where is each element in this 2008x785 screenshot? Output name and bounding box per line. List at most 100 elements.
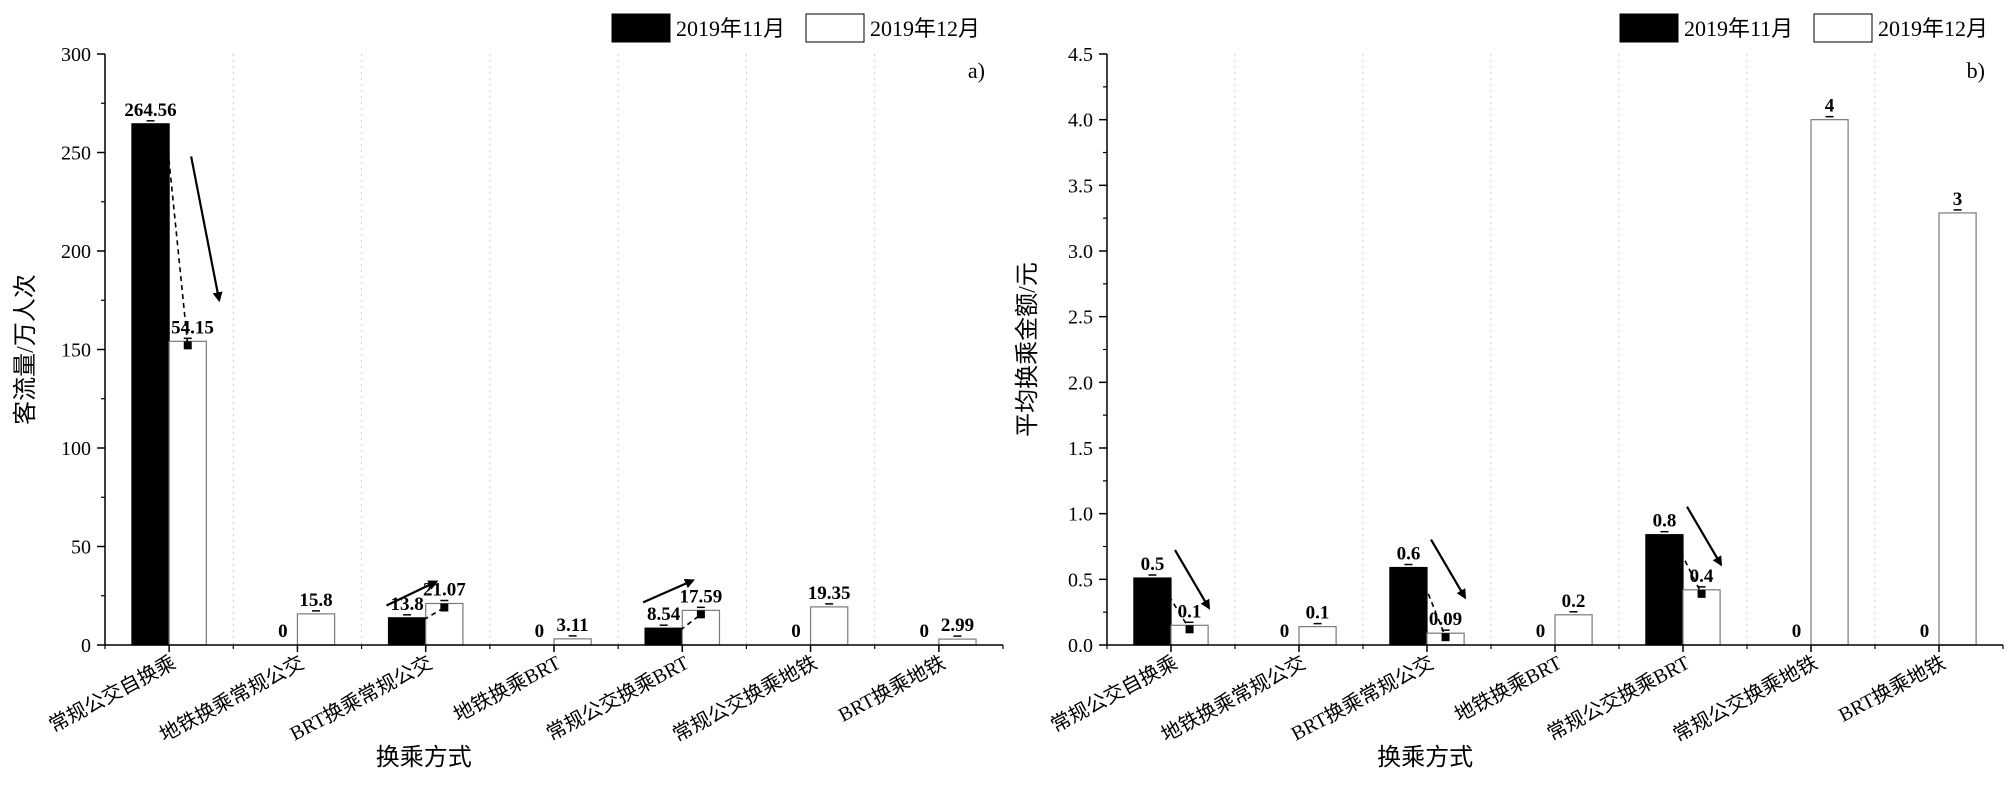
- data-label: 21.07: [423, 579, 466, 600]
- x-tick-label: 地铁换乘BRT: [1451, 651, 1566, 727]
- data-label: 17.59: [680, 586, 723, 607]
- data-label: 3: [1953, 189, 1963, 210]
- x-tick-label: 地铁换乘BRT: [450, 651, 565, 727]
- x-tick-label: 常规公交换乘地铁: [669, 651, 821, 746]
- legend-label: 2019年11月: [1684, 16, 1793, 41]
- data-label: 0.1: [1178, 601, 1202, 622]
- data-label: 0: [1280, 621, 1290, 642]
- bar: [644, 627, 683, 646]
- y-tick-label: 1.0: [1068, 504, 1093, 526]
- bar: [1133, 577, 1172, 646]
- panel-label: a): [968, 58, 985, 83]
- data-label: 0: [1536, 621, 1546, 642]
- bar: [1554, 614, 1593, 646]
- x-tick-label: 地铁换乘常规公交: [156, 651, 308, 746]
- y-tick-label: 250: [61, 143, 91, 165]
- x-tick-label: 常规公交换乘地铁: [1669, 651, 1821, 746]
- trend-marker: [183, 341, 192, 350]
- data-label: 8.54: [647, 604, 681, 625]
- legend-swatch-white: [805, 13, 865, 43]
- x-tick-label: 地铁换乘常规公交: [1157, 651, 1309, 746]
- x-tick-label: 常规公交换乘BRT: [1543, 651, 1693, 745]
- trend-arrow: [1686, 506, 1723, 567]
- y-tick-label: 1.5: [1068, 438, 1093, 460]
- trend-arrow: [386, 580, 439, 607]
- legend-label: 2019年12月: [1878, 16, 1988, 41]
- y-tick-label: 200: [61, 241, 91, 263]
- bar: [1298, 626, 1337, 646]
- y-tick-label: 150: [61, 340, 91, 362]
- y-tick-label: 0.0: [1068, 635, 1093, 657]
- bar: [1645, 534, 1684, 646]
- y-axis-title: 平均换乘金额/元: [1014, 262, 1041, 437]
- data-label: 0: [278, 621, 288, 642]
- bar: [809, 606, 849, 646]
- data-label: 4: [1825, 96, 1835, 117]
- trend-link: [1424, 585, 1447, 638]
- y-tick-label: 3.5: [1068, 175, 1093, 197]
- y-tick-label: 4.5: [1068, 44, 1093, 66]
- bar: [1389, 566, 1428, 646]
- data-label: 0.6: [1397, 544, 1421, 565]
- x-tick-label: BRT换乘地铁: [834, 651, 949, 727]
- bar: [296, 613, 336, 646]
- legend-label: 2019年12月: [870, 16, 980, 41]
- y-tick-label: 50: [71, 537, 91, 559]
- trend-arrow: [1174, 549, 1211, 610]
- data-label: 264.56: [124, 100, 176, 121]
- x-tick-label: BRT换乘常规公交: [286, 651, 436, 745]
- panel-label: b): [1967, 58, 1985, 83]
- data-label: 0: [535, 621, 545, 642]
- y-tick-label: 4.0: [1068, 110, 1093, 132]
- bar: [131, 123, 170, 646]
- trend-marker: [1697, 589, 1706, 598]
- data-label: 3.11: [556, 615, 588, 636]
- data-label: 0.5: [1141, 554, 1165, 575]
- data-label: 154.15: [162, 317, 214, 338]
- bar: [1810, 119, 1849, 646]
- y-tick-label: 2.0: [1068, 372, 1093, 394]
- trend-marker: [1185, 625, 1194, 634]
- legend-swatch-black: [611, 13, 671, 43]
- data-label: 2.99: [941, 615, 974, 636]
- bar: [1682, 589, 1721, 646]
- x-tick-label: BRT换乘地铁: [1835, 651, 1950, 727]
- data-label: 0.8: [1653, 511, 1677, 532]
- trend-arrow: [1430, 538, 1467, 600]
- trend-marker: [440, 603, 449, 612]
- bar: [1938, 212, 1977, 646]
- y-tick-label: 0.5: [1068, 569, 1093, 591]
- legend-swatch-black: [1619, 13, 1679, 43]
- bar: [387, 617, 427, 646]
- data-label: 0.1: [1306, 603, 1330, 624]
- data-label: 0.2: [1562, 591, 1586, 612]
- y-tick-label: 100: [61, 438, 91, 460]
- bar: [553, 638, 592, 646]
- bar: [168, 340, 207, 646]
- trend-link: [1680, 552, 1703, 595]
- legend-swatch-white: [1813, 13, 1873, 43]
- data-label: 0: [791, 621, 801, 642]
- trend-marker: [1441, 633, 1450, 642]
- trend-arrow: [190, 156, 223, 303]
- y-axis-title: 客流量/万人次: [12, 274, 39, 425]
- trend-link: [166, 141, 189, 346]
- trend-link: [1168, 595, 1191, 630]
- data-label: 13.8: [390, 594, 423, 615]
- x-tick-label: BRT换乘常规公交: [1287, 651, 1437, 745]
- data-label: 0: [1920, 621, 1930, 642]
- data-label: 15.8: [299, 590, 332, 611]
- data-label: 0: [1792, 621, 1802, 642]
- data-label: 19.35: [808, 583, 851, 604]
- data-label: 0.4: [1690, 566, 1714, 587]
- x-tick-label: 常规公交换乘BRT: [543, 651, 693, 745]
- y-tick-label: 3.0: [1068, 241, 1093, 263]
- trend-arrow: [642, 578, 695, 604]
- bar: [938, 638, 977, 646]
- x-tick-label: 常规公交自换乘: [45, 651, 179, 737]
- data-label: 0.09: [1429, 609, 1462, 630]
- trend-marker: [696, 610, 705, 619]
- legend-label: 2019年11月: [676, 16, 785, 41]
